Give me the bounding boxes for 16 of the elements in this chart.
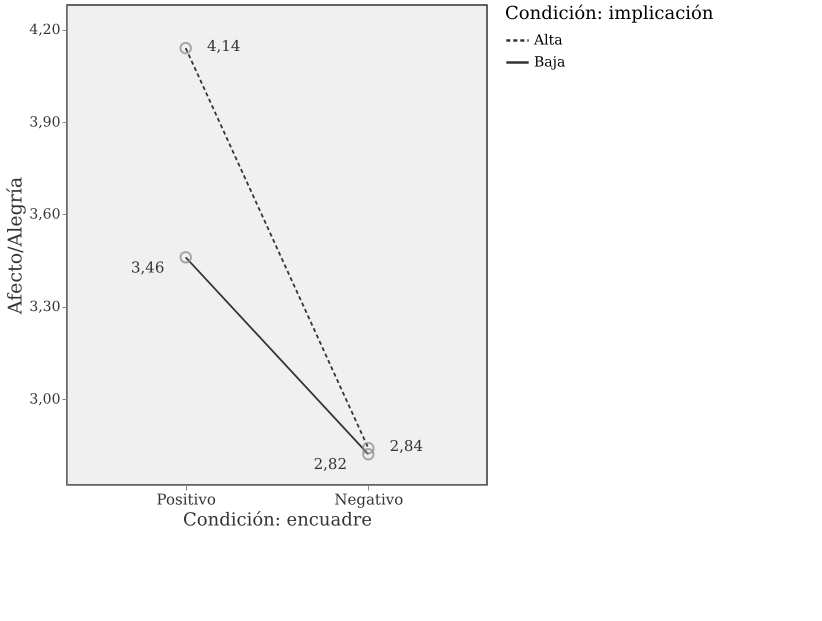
data-label: 4,14 xyxy=(206,37,240,56)
y-tick-label: 3,60 xyxy=(29,206,60,223)
data-label: 2,84 xyxy=(390,437,424,456)
data-label: 3,46 xyxy=(130,258,164,276)
x-tick-label: Positivo xyxy=(156,490,216,508)
y-tick-label: 3,00 xyxy=(29,391,60,408)
legend-title: Condición: implicación xyxy=(505,3,714,24)
y-tick-label: 3,90 xyxy=(29,114,60,130)
y-tick-label: 4,20 xyxy=(29,22,60,38)
legend-label: Baja xyxy=(534,54,566,70)
y-axis-title: Afecto/Alegría xyxy=(4,176,26,316)
data-label: 2,82 xyxy=(314,455,348,474)
x-tick-label: Negativo xyxy=(334,490,404,508)
x-axis-title: Condición: encuadre xyxy=(183,510,372,530)
legend-label: Alta xyxy=(533,32,563,48)
y-tick-label: 3,30 xyxy=(29,299,60,316)
